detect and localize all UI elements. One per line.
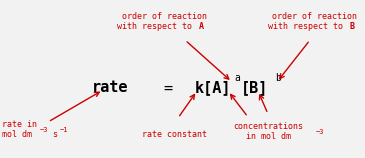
Text: b: b [275, 73, 281, 83]
Text: order of reaction: order of reaction [123, 12, 207, 21]
Text: rate: rate [92, 80, 128, 95]
Text: with respect to: with respect to [117, 22, 197, 31]
Text: =: = [164, 80, 173, 95]
Text: rate constant: rate constant [142, 130, 207, 139]
Text: s: s [48, 130, 58, 139]
Text: order of reaction: order of reaction [273, 12, 357, 21]
Text: −3: −3 [316, 129, 324, 135]
Text: B: B [350, 22, 355, 31]
Text: rate in: rate in [2, 120, 37, 129]
Text: in mol dm: in mol dm [246, 132, 291, 141]
Text: A: A [199, 22, 204, 31]
Text: −1: −1 [60, 127, 69, 133]
Text: [B]: [B] [241, 80, 269, 95]
Text: with respect to: with respect to [268, 22, 348, 31]
Text: mol dm: mol dm [2, 130, 32, 139]
Text: −3: −3 [40, 127, 49, 133]
Text: a: a [234, 73, 240, 83]
Text: k[A]: k[A] [195, 80, 231, 95]
Text: concentrations: concentrations [233, 122, 303, 131]
